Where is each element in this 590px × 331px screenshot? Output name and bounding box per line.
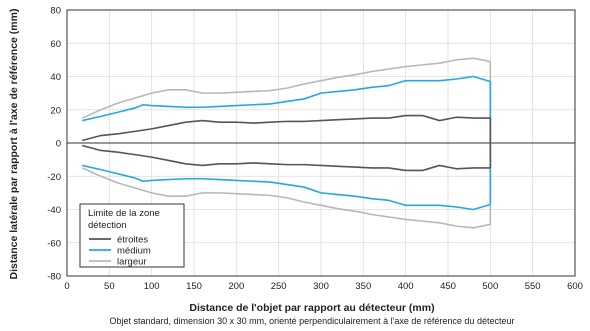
y-tick-label: -80 bbox=[47, 272, 61, 283]
legend-title-line-1: Limite de la zone bbox=[88, 208, 160, 219]
series-upper-line bbox=[82, 114, 491, 142]
x-tick-label: 300 bbox=[313, 281, 329, 292]
x-axis-title: Distance de l'objet par rapport au détec… bbox=[189, 302, 434, 314]
tick-labels: 0 50 100 150 200 250 300 350 400 450 500 550 600-80-… bbox=[47, 6, 583, 293]
x-tick-label: 400 bbox=[398, 281, 414, 292]
series-upper-line bbox=[81, 57, 491, 119]
series-lower-line bbox=[81, 167, 491, 229]
y-tick-label: 80 bbox=[50, 6, 61, 17]
legend-label: largeur bbox=[117, 257, 147, 268]
chart-caption: Objet standard, dimension 30 x 30 mm, or… bbox=[110, 316, 515, 326]
x-tick-label: 100 bbox=[144, 281, 160, 292]
y-tick-label: 20 bbox=[50, 105, 61, 116]
y-axis-title: Distance latérale par rapport à l'axe de… bbox=[8, 9, 20, 280]
plot-frame bbox=[66, 9, 576, 277]
series-lines bbox=[81, 57, 492, 229]
x-tick-label: 150 bbox=[186, 281, 202, 292]
y-tick-label: 0 bbox=[56, 139, 61, 150]
x-tick-label: 500 bbox=[482, 281, 498, 292]
y-tick-label: -60 bbox=[47, 238, 61, 249]
x-tick-label: 250 bbox=[271, 281, 287, 292]
legend-title-line-2: détection bbox=[88, 220, 127, 231]
legend-label: étroites bbox=[117, 235, 148, 246]
x-tick-label: 600 bbox=[567, 281, 583, 292]
y-tick-label: 40 bbox=[50, 72, 61, 83]
legend-box bbox=[79, 203, 185, 268]
legend: Limite de la zone détection étroitesmédi… bbox=[79, 203, 185, 268]
y-tick-label: -20 bbox=[47, 172, 61, 183]
legend-label: médium bbox=[117, 246, 151, 257]
series-lower-line bbox=[82, 144, 491, 172]
x-tick-label: 200 bbox=[228, 281, 244, 292]
x-tick-label: 550 bbox=[525, 281, 541, 292]
x-tick-label: 450 bbox=[440, 281, 456, 292]
series-lower-line bbox=[82, 164, 491, 211]
y-tick-label: 60 bbox=[50, 39, 61, 50]
x-tick-label: 50 bbox=[104, 281, 115, 292]
x-tick-label: 350 bbox=[355, 281, 371, 292]
y-tick-label: -40 bbox=[47, 205, 61, 216]
x-tick-label: 0 bbox=[64, 281, 69, 292]
series-upper-line bbox=[82, 75, 491, 122]
